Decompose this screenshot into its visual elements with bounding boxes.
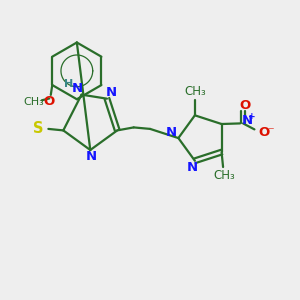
- Text: CH₃: CH₃: [23, 97, 44, 107]
- Text: N: N: [242, 114, 253, 127]
- Text: +: +: [248, 112, 255, 121]
- Text: S: S: [33, 122, 44, 136]
- Text: N: N: [85, 150, 97, 164]
- Text: O: O: [258, 126, 270, 139]
- Text: CH₃: CH₃: [184, 85, 206, 98]
- Text: O: O: [239, 99, 251, 112]
- Text: N: N: [186, 161, 197, 174]
- Text: N: N: [106, 86, 117, 99]
- Text: H: H: [64, 79, 73, 89]
- Text: N: N: [72, 82, 83, 95]
- Text: ⁻: ⁻: [267, 125, 274, 138]
- Text: N: N: [166, 126, 177, 139]
- Text: CH₃: CH₃: [214, 169, 236, 182]
- Text: O: O: [43, 95, 54, 108]
